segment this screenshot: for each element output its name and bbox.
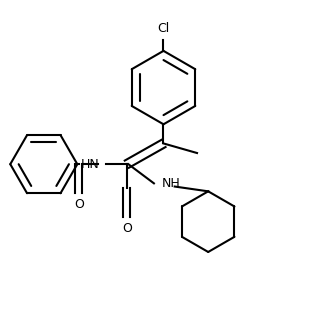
Text: NH: NH	[162, 177, 181, 190]
Text: HN: HN	[81, 158, 100, 171]
Text: Cl: Cl	[157, 22, 170, 35]
Text: O: O	[122, 222, 132, 235]
Text: O: O	[74, 198, 84, 211]
